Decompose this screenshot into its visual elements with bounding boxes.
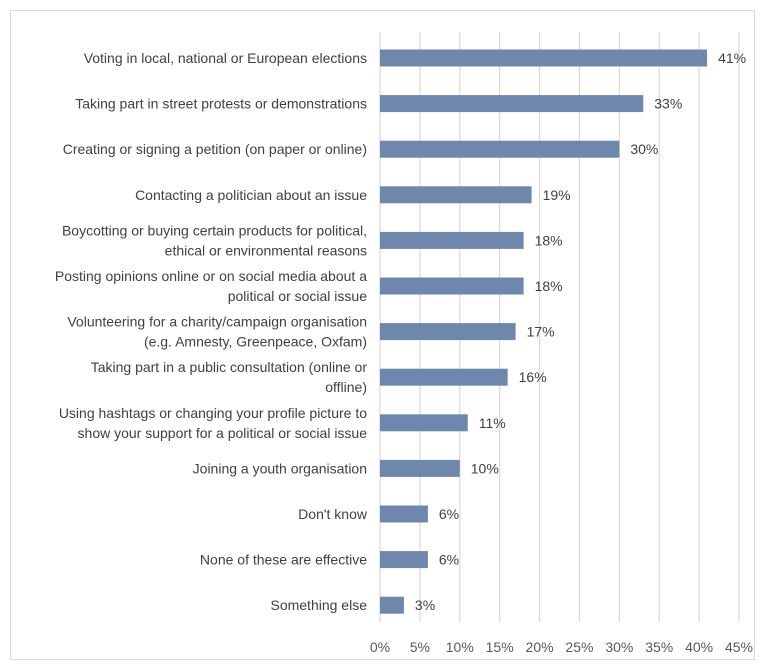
bar-layer xyxy=(380,49,708,614)
x-tick-label: 20% xyxy=(526,639,554,655)
category-label: Something else xyxy=(270,597,367,613)
bar xyxy=(380,95,644,113)
category-label: Using hashtags or changing your profile … xyxy=(59,405,367,441)
data-label: 3% xyxy=(415,597,435,613)
category-label: Boycotting or buying certain products fo… xyxy=(62,222,367,258)
category-label-line: Posting opinions online or on social med… xyxy=(55,268,367,284)
category-label-line: offline) xyxy=(325,379,367,395)
category-label: Taking part in a public consultation (on… xyxy=(91,359,368,395)
data-labels: 41% 33% 30% 19% 18% 18% 17% 16% 11% 10% 6% 6% 3% xyxy=(415,50,746,613)
bar xyxy=(380,368,508,386)
data-label: 19% xyxy=(543,187,571,203)
bar xyxy=(380,49,708,67)
chart-frame xyxy=(10,10,755,660)
data-label: 11% xyxy=(479,415,506,431)
bar xyxy=(380,551,428,569)
x-tick-label: 45% xyxy=(725,639,753,655)
x-tick-label: 40% xyxy=(685,639,713,655)
data-label: 33% xyxy=(654,96,682,112)
x-tick-label: 25% xyxy=(565,639,593,655)
category-label: Joining a youth organisation xyxy=(193,460,367,476)
category-label-line: Joining a youth organisation xyxy=(193,460,367,476)
category-label: Creating or signing a petition (on paper… xyxy=(63,141,367,157)
category-label: Contacting a politician about an issue xyxy=(135,187,367,203)
category-label-line: show your support for a political or soc… xyxy=(78,425,368,441)
bar xyxy=(380,323,516,341)
grid-layer xyxy=(379,32,740,622)
category-label: Posting opinions online or on social med… xyxy=(55,268,367,304)
x-axis-ticks: 0% 5% 10% 15% 20% 25% 30% 35% 40% 45% xyxy=(370,639,753,655)
category-label: Don't know xyxy=(298,506,368,522)
category-label: None of these are effective xyxy=(200,552,367,568)
category-label-line: ethical or environmental reasons xyxy=(165,242,367,258)
category-label-line: Something else xyxy=(270,597,367,613)
x-tick-label: 5% xyxy=(410,639,430,655)
data-label: 30% xyxy=(630,141,658,157)
data-label: 41% xyxy=(718,50,746,66)
category-label-line: Creating or signing a petition (on paper… xyxy=(63,141,367,157)
category-label: Voting in local, national or European el… xyxy=(84,50,367,66)
category-label-line: Volunteering for a charity/campaign orga… xyxy=(67,314,367,330)
category-label-line: political or social issue xyxy=(228,288,367,304)
category-labels: Voting in local, national or European el… xyxy=(55,50,368,613)
bar xyxy=(380,277,524,295)
category-label-line: None of these are effective xyxy=(200,552,367,568)
bar xyxy=(380,459,460,477)
bar xyxy=(380,231,524,249)
category-label-line: Boycotting or buying certain products fo… xyxy=(62,222,367,238)
category-label-line: Taking part in a public consultation (on… xyxy=(91,359,368,375)
data-label: 18% xyxy=(535,278,563,294)
category-label-line: Using hashtags or changing your profile … xyxy=(59,405,367,421)
bar xyxy=(380,596,404,614)
x-tick-label: 0% xyxy=(370,639,390,655)
data-label: 16% xyxy=(519,369,547,385)
data-label: 6% xyxy=(439,506,459,522)
category-label-line: Contacting a politician about an issue xyxy=(135,187,367,203)
data-label: 6% xyxy=(439,552,459,568)
data-label: 10% xyxy=(471,460,499,476)
x-tick-label: 35% xyxy=(645,639,673,655)
category-label-line: (e.g. Amnesty, Greenpeace, Oxfam) xyxy=(144,334,367,350)
bar xyxy=(380,414,468,432)
category-label: Taking part in street protests or demons… xyxy=(75,96,367,112)
category-label: Volunteering for a charity/campaign orga… xyxy=(67,314,367,350)
x-tick-label: 10% xyxy=(446,639,474,655)
bar xyxy=(380,186,532,204)
bar xyxy=(380,140,620,158)
data-label: 17% xyxy=(527,324,555,340)
category-label-line: Voting in local, national or European el… xyxy=(84,50,367,66)
category-label-line: Taking part in street protests or demons… xyxy=(75,96,367,112)
data-label: 18% xyxy=(535,232,563,248)
category-label-line: Don't know xyxy=(298,506,368,522)
x-tick-label: 15% xyxy=(486,639,514,655)
x-tick-label: 30% xyxy=(605,639,633,655)
bar xyxy=(380,505,428,523)
